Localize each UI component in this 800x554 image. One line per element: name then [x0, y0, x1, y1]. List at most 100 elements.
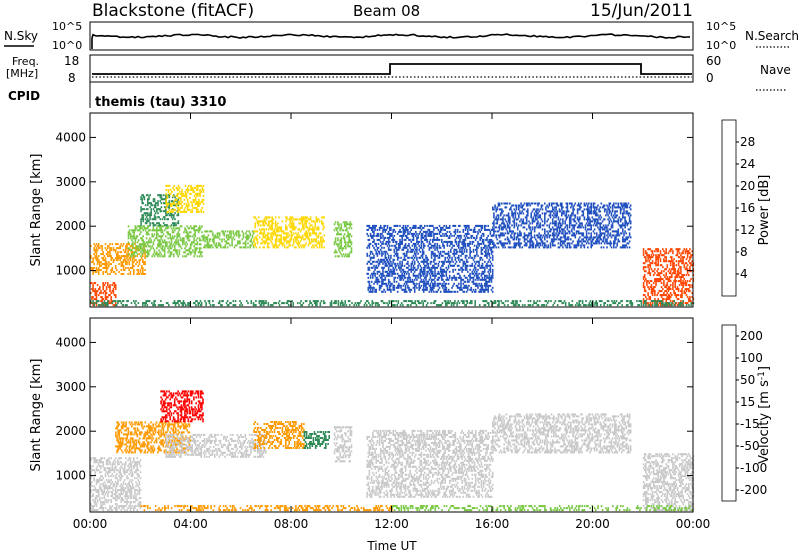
range-cell [220, 246, 222, 249]
range-cell [404, 226, 407, 229]
range-cell [176, 200, 178, 203]
range-cell [402, 224, 405, 227]
range-cell [134, 229, 137, 232]
range-cell [523, 226, 526, 229]
range-cell [463, 280, 466, 283]
range-cell [382, 258, 384, 261]
range-cell [394, 276, 397, 279]
range-cell [425, 282, 427, 285]
range-cell [465, 248, 468, 251]
range-cell [545, 244, 547, 247]
range-cell [434, 262, 436, 265]
range-cell [374, 288, 376, 291]
range-cell [381, 258, 383, 261]
range-cell [476, 252, 478, 255]
range-cell [153, 198, 156, 201]
range-cell [214, 244, 216, 247]
range-cell [299, 236, 302, 239]
range-cell [515, 206, 518, 209]
range-cell [505, 214, 508, 217]
range-cell [592, 238, 595, 241]
range-cell [568, 226, 571, 229]
range-cell [191, 202, 193, 205]
range-cell [437, 288, 440, 291]
range-cell [283, 240, 286, 243]
range-cell [399, 234, 401, 237]
range-cell [263, 224, 266, 227]
range-cell [189, 235, 192, 238]
range-cell [430, 252, 433, 255]
range-cell [565, 214, 568, 217]
range-cell [620, 218, 623, 221]
range-cell [404, 270, 407, 273]
range-cell [186, 208, 189, 211]
range-cell [419, 250, 422, 253]
range-cell [529, 238, 531, 241]
range-cell [200, 200, 202, 203]
range-cell [99, 292, 101, 295]
range-cell [557, 204, 560, 207]
range-cell [393, 234, 396, 237]
range-cell [541, 242, 544, 245]
range-cell [642, 284, 645, 287]
range-cell [144, 218, 147, 221]
range-cell [392, 288, 394, 291]
range-cell [498, 234, 501, 237]
range-cell [614, 212, 616, 215]
range-cell [109, 247, 111, 250]
range-cell [546, 210, 548, 213]
range-cell [136, 225, 139, 228]
range-cell [426, 286, 428, 289]
range-cell [580, 244, 582, 247]
range-cell [99, 247, 101, 250]
range-cell [536, 214, 538, 217]
range-cell [389, 274, 391, 277]
range-cell [184, 255, 186, 258]
range-cell [416, 274, 418, 277]
range-cell [194, 196, 197, 199]
range-cell [246, 236, 248, 239]
range-cell [513, 208, 516, 211]
range-cell [404, 276, 407, 279]
range-cell [458, 234, 460, 237]
range-cell [398, 256, 400, 259]
range-cell [465, 264, 468, 267]
range-cell [522, 204, 525, 207]
range-cell [189, 192, 191, 195]
range-cell [599, 218, 601, 221]
range-cell [410, 280, 413, 283]
range-cell [97, 261, 100, 264]
range-cell [402, 228, 405, 231]
range-cell [452, 276, 454, 279]
range-cell [390, 232, 392, 235]
range-cell [497, 230, 500, 233]
range-cell [487, 244, 489, 247]
range-cell [488, 252, 491, 255]
range-cell [489, 278, 492, 281]
range-cell [342, 221, 345, 224]
range-cell [383, 238, 385, 241]
range-cell [462, 278, 465, 281]
range-cell [577, 226, 580, 229]
range-cell [265, 238, 268, 241]
range-cell [531, 242, 534, 245]
range-cell [143, 208, 146, 211]
range-cell [112, 304, 115, 307]
range-cell [379, 260, 382, 263]
range-cell [410, 250, 413, 253]
range-cell [407, 276, 409, 279]
range-cell [625, 202, 627, 205]
range-cell [212, 238, 214, 241]
range-cell [525, 220, 528, 223]
range-cell [286, 246, 288, 249]
range-cell [229, 232, 231, 235]
range-cell [420, 232, 423, 235]
range-cell [395, 250, 398, 253]
range-cell [527, 208, 529, 211]
range-cell [405, 254, 408, 257]
range-cell [581, 238, 583, 241]
range-cell [562, 242, 564, 245]
range-cell [127, 247, 130, 250]
range-cell [130, 251, 133, 254]
range-cell [164, 202, 166, 205]
